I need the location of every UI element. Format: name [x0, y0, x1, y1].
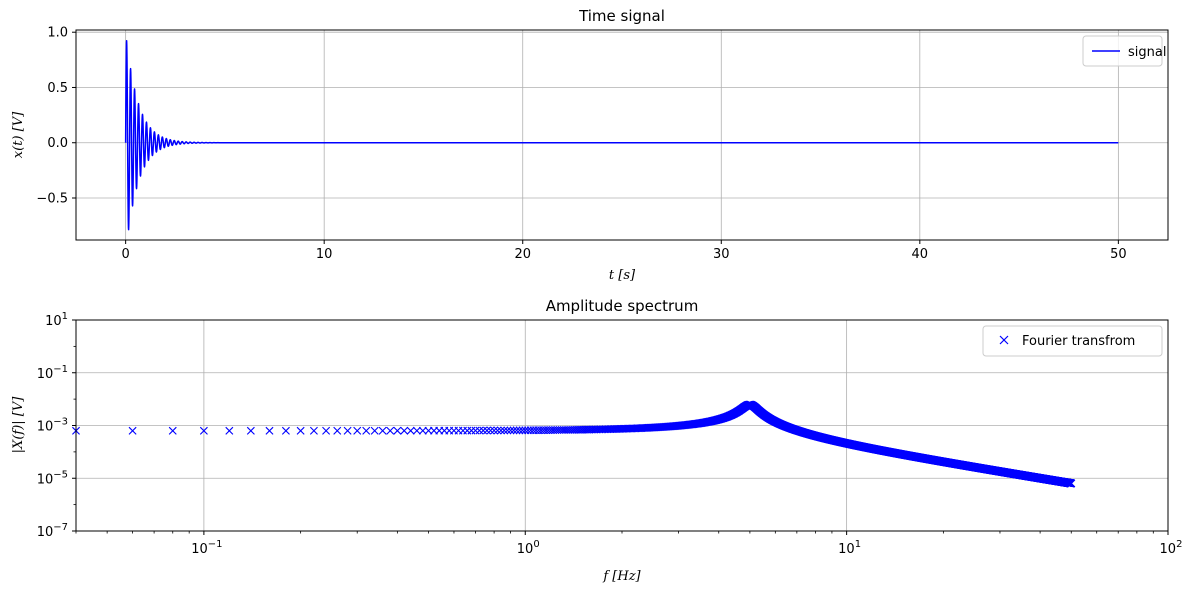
fourier-point [199, 426, 208, 435]
fourier-point [333, 426, 342, 435]
fourier-point [568, 425, 577, 434]
fourier-point [570, 425, 579, 434]
legend-fourier-marker [999, 335, 1009, 345]
time-signal-xlabel: t [s] [609, 268, 636, 283]
fourier-point [265, 426, 274, 435]
time-signal-ticks: 0 10 20 30 40 50 −0.5 0.0 0.5 1.0 [36, 26, 1126, 262]
time-signal-title: Time signal [578, 7, 665, 25]
fourier-point [490, 426, 499, 435]
spectrum-ytick-label: 10−3 [37, 417, 68, 435]
time-signal-axes-frame [75, 29, 1169, 241]
spectrum-xtick-label: 100 [517, 539, 540, 557]
time-signal-plot-area [124, 39, 1119, 231]
fourier-point [509, 426, 518, 435]
fourier-point [1067, 479, 1076, 488]
spectrum-ytick-label: 10−7 [37, 522, 68, 540]
fourier-point [496, 426, 505, 435]
fourier-point [362, 426, 371, 435]
time-signal-xtick-label: 0 [121, 247, 129, 262]
fourier-marker-group [72, 400, 1076, 488]
time-signal-chart: Time signal 0 10 20 30 40 50 −0.5 0.0 0.5 1.0 t [… [11, 7, 1169, 283]
time-signal-ytick-label: 0.0 [47, 136, 68, 151]
time-signal-xtick-label: 40 [912, 247, 929, 262]
time-signal-ytick-label: 1.0 [47, 26, 68, 41]
fourier-point [246, 426, 255, 435]
fourier-point [572, 425, 581, 434]
fourier-point [378, 426, 387, 435]
spectrum-ytick-label: 10−1 [37, 364, 68, 382]
amplitude-spectrum-plot-area [72, 400, 1076, 488]
fourier-point [486, 426, 495, 435]
time-signal-xtick-label: 20 [514, 247, 531, 262]
fourier-point [128, 426, 137, 435]
fourier-point [512, 426, 521, 435]
legend-fourier-label: Fourier transfrom [1022, 334, 1135, 349]
time-signal-xtick-label: 10 [316, 247, 333, 262]
fourier-point [503, 426, 512, 435]
fourier-point [343, 426, 352, 435]
amplitude-spectrum-ticks: 10−1 100 101 102 10−7 10−5 10−3 10−1 101 [37, 311, 1183, 557]
fourier-point [353, 426, 362, 435]
fourier-point [296, 426, 305, 435]
amplitude-spectrum-xlabel: f [Hz] [602, 569, 641, 584]
spectrum-xtick-label: 102 [1160, 539, 1183, 557]
fourier-point [506, 426, 515, 435]
fourier-point [309, 426, 318, 435]
fourier-point [393, 426, 402, 435]
legend-signal-label: signal [1128, 45, 1166, 60]
fourier-point [482, 426, 491, 435]
fourier-point [370, 426, 379, 435]
fourier-point [400, 426, 409, 435]
time-signal-legend-box [1082, 35, 1163, 67]
amplitude-spectrum-chart: Amplitude spectrum 10−1 100 101 102 10−7 10−5… [11, 297, 1182, 584]
fourier-point [479, 426, 488, 435]
amplitude-spectrum-title: Amplitude spectrum [546, 297, 699, 315]
amplitude-spectrum-legend-box [982, 325, 1163, 357]
time-signal-xtick-label: 50 [1110, 247, 1127, 262]
fourier-point [168, 426, 177, 435]
fourier-point [493, 426, 502, 435]
spectrum-ytick-label: 10−5 [37, 469, 68, 487]
fourier-point [281, 426, 290, 435]
fourier-point [406, 426, 415, 435]
time-signal-ytick-label: −0.5 [36, 192, 68, 207]
time-signal-ylabel: x(t) [V] [11, 111, 26, 158]
fourier-point [418, 426, 427, 435]
fourier-point [500, 426, 509, 435]
spectrum-xtick-label: 101 [838, 539, 861, 557]
fourier-point [412, 426, 421, 435]
fourier-point [471, 426, 480, 435]
fourier-point [475, 426, 484, 435]
fourier-point [225, 426, 234, 435]
fourier-point [515, 426, 524, 435]
time-signal-ytick-label: 0.5 [47, 81, 68, 96]
amplitude-spectrum-ylabel: |X(f)| [V] [11, 396, 26, 454]
amplitude-spectrum-legend: Fourier transfrom [982, 325, 1163, 357]
fourier-point [322, 426, 331, 435]
fourier-point [386, 426, 395, 435]
time-signal-xtick-label: 30 [713, 247, 730, 262]
spectrum-xtick-label: 10−1 [191, 539, 222, 557]
signal-line [124, 39, 1119, 231]
time-signal-legend: signal [1082, 35, 1166, 67]
spectrum-ytick-label: 101 [45, 311, 68, 329]
